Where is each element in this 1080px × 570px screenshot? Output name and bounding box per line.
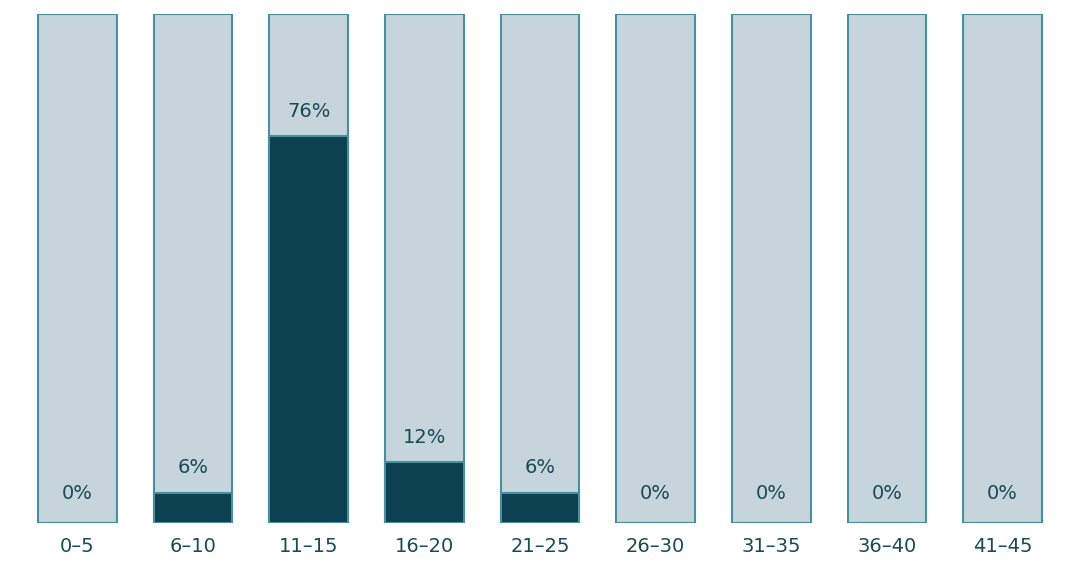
Text: 0%: 0% [756,484,786,503]
Bar [269,14,348,523]
Bar [963,14,1042,523]
Text: 6%: 6% [177,458,208,478]
Bar [386,14,463,523]
Bar [153,492,232,523]
Bar [617,14,694,523]
Text: 76%: 76% [287,102,330,121]
Bar [269,136,348,523]
Text: 0%: 0% [62,484,93,503]
Text: 0%: 0% [640,484,671,503]
Text: 0%: 0% [987,484,1018,503]
Bar [153,14,232,523]
Bar [38,14,117,523]
Bar [848,14,927,523]
Bar [501,14,579,523]
Text: 0%: 0% [872,484,902,503]
Text: 6%: 6% [525,458,555,478]
Bar [501,492,579,523]
Bar [732,14,811,523]
Bar [386,462,463,523]
Text: 12%: 12% [403,428,446,447]
